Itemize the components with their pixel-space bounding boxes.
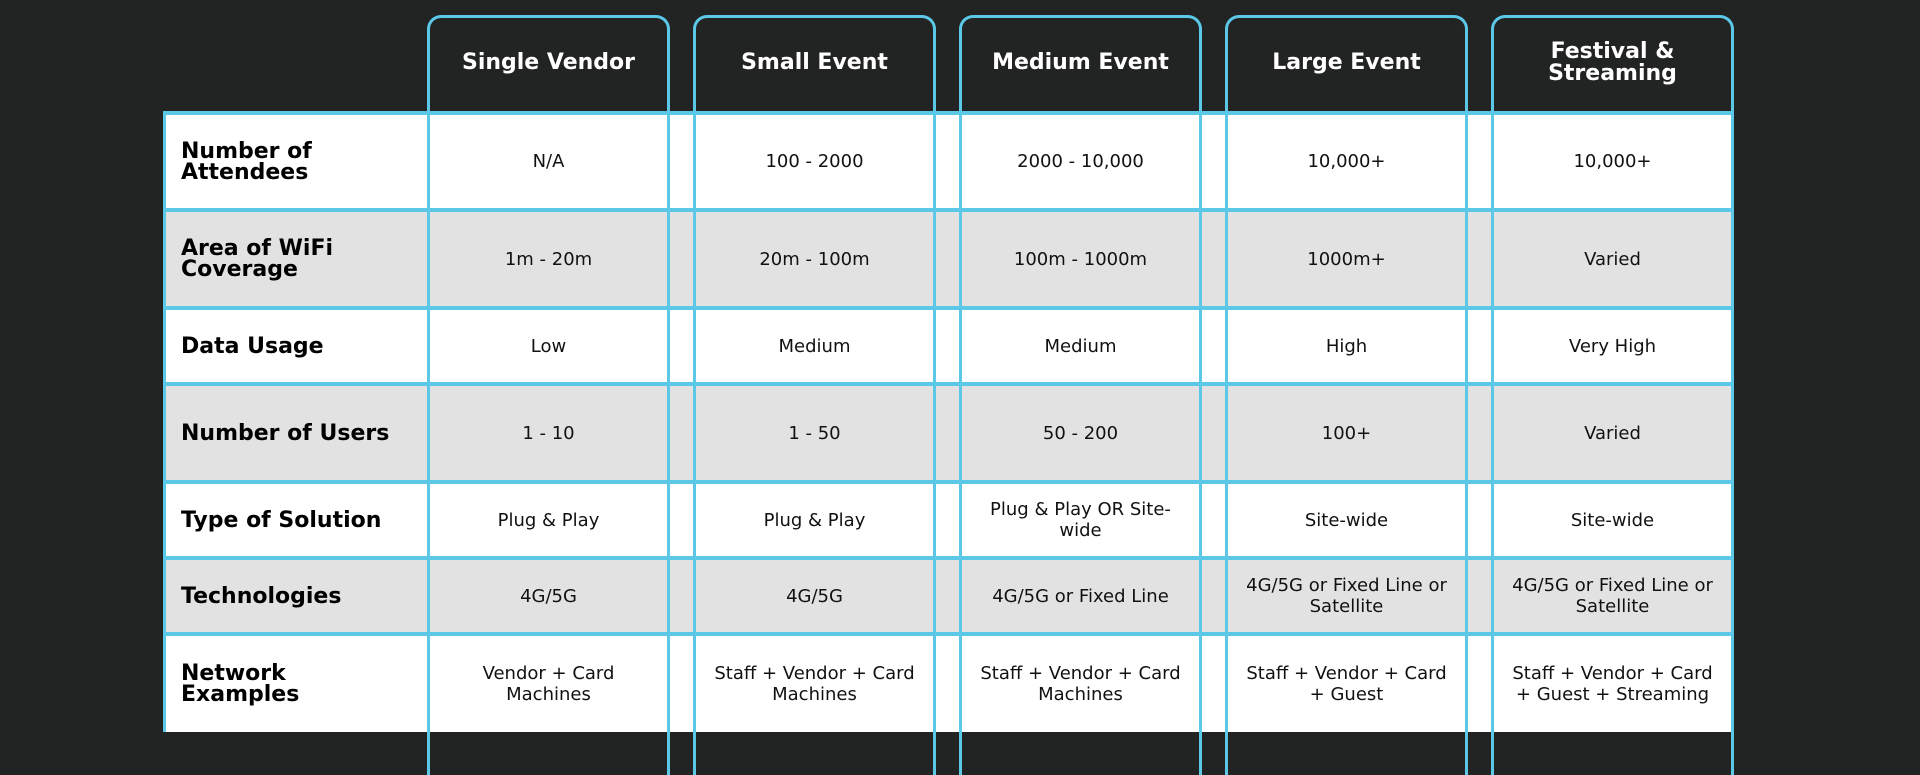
column-header: Medium Event [992, 50, 1169, 75]
table-body: Number of Attendees N/A 100 - 2000 2000 - 1… [163, 111, 1732, 732]
row-label: Number of Attendees [181, 138, 312, 185]
table-cell: 100+ [1321, 422, 1372, 444]
table-cell: Varied [1584, 422, 1641, 444]
table-cell: Varied [1584, 248, 1641, 270]
table-cell: Vendor + Card Machines [482, 663, 615, 705]
table-row: Number of Attendees N/A 100 - 2000 2000 - 1… [163, 111, 1732, 208]
table-cell: Staff + Vendor + Card Machines [980, 663, 1181, 705]
table-cell: 10,000+ [1307, 151, 1386, 172]
table-cell: 1 - 50 [788, 422, 841, 444]
table-cell: Staff + Vendor + Card Machines [714, 663, 915, 705]
table-cell: Staff + Vendor + Card + Guest [1246, 663, 1447, 705]
table-cell: 4G/5G or Fixed Line or Satellite [1246, 575, 1447, 617]
table-cell: Medium [778, 335, 851, 357]
table-cell: 4G/5G or Fixed Line or Satellite [1512, 575, 1713, 617]
table-cell: Plug & Play [763, 509, 866, 531]
column-header: Festival & Streaming [1548, 39, 1677, 86]
table-row: Area of WiFi Coverage 1m - 20m 20m - 100m 1… [163, 208, 1732, 306]
table-row: Network Examples Vendor + Card Machines St… [163, 632, 1732, 732]
table-row: Type of Solution Plug & Play Plug & Play Pl… [163, 480, 1732, 556]
table-cell: 20m - 100m [759, 248, 870, 270]
table-cell: 4G/5G [520, 585, 577, 607]
table-cell: Medium [1044, 335, 1117, 357]
row-label: Data Usage [181, 333, 324, 359]
column-header: Large Event [1272, 50, 1421, 75]
table-cell: Plug & Play OR Site-wide [990, 499, 1171, 541]
table-cell: Very High [1568, 335, 1657, 357]
row-label: Area of WiFi Coverage [181, 236, 334, 282]
table-cell: 1 - 10 [522, 422, 575, 444]
table-cell: 100m - 1000m [1013, 248, 1148, 270]
table-cell: 2000 - 10,000 [1017, 151, 1144, 172]
column-header: Single Vendor [461, 50, 636, 75]
table-cell: Site-wide [1304, 509, 1389, 531]
table-cell: Site-wide [1570, 509, 1655, 531]
table-cell: 4G/5G [786, 585, 843, 607]
row-label: Type of Solution [181, 507, 382, 533]
table-cell: 10,000+ [1573, 151, 1652, 172]
table-cell: 100 - 2000 [765, 151, 864, 172]
table-cell: 1000m+ [1307, 248, 1386, 270]
table-row: Number of Users 1 - 10 1 - 50 50 - 200 100+ V… [163, 382, 1732, 480]
table-cell: Low [530, 335, 567, 357]
table-cell: 1m - 20m [504, 248, 593, 270]
table-cell: N/A [532, 151, 565, 172]
table-cell: High [1325, 335, 1368, 357]
table-cell: 50 - 200 [1042, 422, 1119, 444]
row-label: Technologies [181, 583, 342, 609]
table-row: Technologies 4G/5G 4G/5G 4G/5G or Fixed Lin… [163, 556, 1732, 632]
table-cell: Plug & Play [497, 509, 600, 531]
comparison-table: Number of Attendees N/A 100 - 2000 2000 - 1… [163, 0, 1734, 775]
row-label: Network Examples [181, 661, 300, 707]
table-cell: 4G/5G or Fixed Line [992, 585, 1169, 607]
column-header: Small Event [741, 50, 888, 75]
table-row: Data Usage Low Medium Medium High Very High [163, 306, 1732, 382]
row-label: Number of Users [181, 420, 390, 446]
table-cell: Staff + Vendor + Card + Guest + Streamin… [1512, 663, 1713, 705]
